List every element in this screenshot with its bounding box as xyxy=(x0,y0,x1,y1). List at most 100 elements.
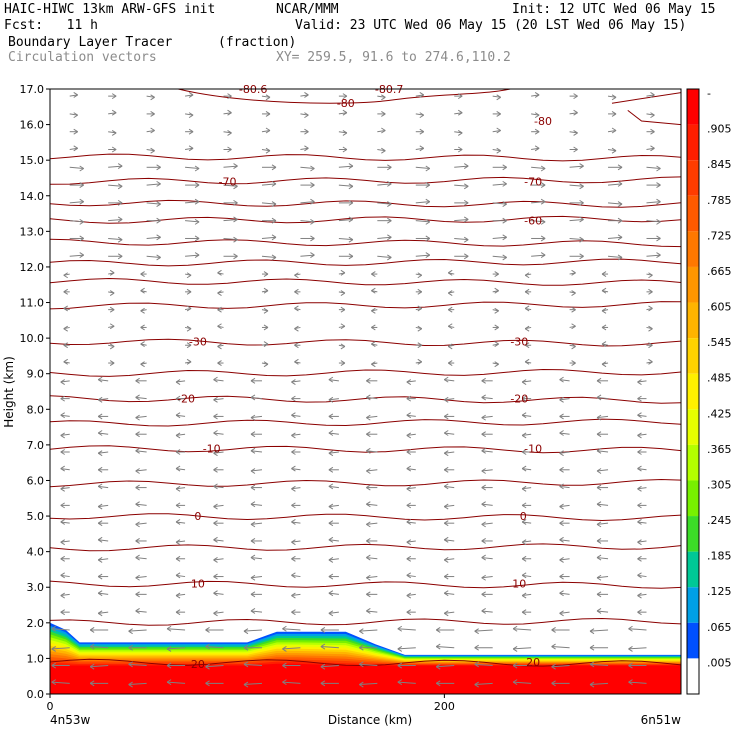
circulation-vector xyxy=(559,379,570,382)
vector-head xyxy=(156,164,161,171)
vector-head xyxy=(175,592,181,599)
vector-head xyxy=(481,591,486,598)
vector-head xyxy=(60,465,65,472)
vector-head xyxy=(406,412,412,419)
circulation-vector xyxy=(359,682,378,686)
vector-head xyxy=(494,361,499,368)
cross-section-xy: XY= 259.5, 91.6 to 274.6,110.2 xyxy=(276,50,511,65)
isotherm-contour xyxy=(50,617,681,626)
vector-head xyxy=(60,519,65,525)
circulation-vector xyxy=(300,113,309,116)
vector-head xyxy=(109,290,115,296)
vector-head xyxy=(328,573,334,580)
vector-head xyxy=(140,287,145,294)
vector-head xyxy=(175,539,181,546)
vector-head xyxy=(447,323,453,330)
vector-head xyxy=(387,254,392,261)
y-tick-label: 6.0 xyxy=(27,474,45,487)
vector-head xyxy=(140,361,145,368)
circulation-vector xyxy=(377,130,386,133)
vector-head xyxy=(89,627,95,633)
vector-head xyxy=(366,591,371,598)
colorbar-swatch xyxy=(687,658,699,694)
colorbar-label: .125 xyxy=(707,585,732,598)
circulation-vector xyxy=(646,201,661,204)
vector-head xyxy=(366,431,371,438)
vector-head xyxy=(425,218,431,225)
vector-head xyxy=(250,468,256,474)
circulation-vector xyxy=(128,663,147,667)
vector-head xyxy=(596,538,602,544)
circulation-vector xyxy=(559,451,570,454)
circulation-vector xyxy=(607,149,617,152)
circulation-vector xyxy=(213,432,224,435)
vector-head xyxy=(579,199,584,206)
vector-head xyxy=(457,93,463,100)
y-tick-label: 7.0 xyxy=(27,439,45,452)
vector-head xyxy=(589,628,595,635)
colorbar-label: .845 xyxy=(707,158,732,171)
vector-head xyxy=(648,325,653,332)
vector-head xyxy=(175,572,181,579)
vector-head xyxy=(371,324,376,331)
colorbar-label: .665 xyxy=(707,265,732,278)
circulation-vector xyxy=(60,468,70,471)
circulation-vector xyxy=(359,629,378,632)
vector-head xyxy=(250,538,256,544)
vector-head xyxy=(186,288,192,295)
circulation-vector xyxy=(531,166,546,169)
contour-label: -30 xyxy=(510,336,528,349)
circulation-vector xyxy=(607,130,617,133)
vector-head xyxy=(233,199,238,206)
colorbar-swatch xyxy=(687,266,699,303)
colorbar-swatch xyxy=(687,409,699,445)
circulation-vector xyxy=(377,202,392,205)
vector-head xyxy=(186,272,192,279)
vector-head xyxy=(366,608,371,614)
circulation-vector xyxy=(596,469,609,472)
colorbar-label: - xyxy=(707,87,711,100)
vector-head xyxy=(443,536,449,543)
circulation-vector xyxy=(98,398,109,401)
vector-head xyxy=(463,236,469,243)
vector-head xyxy=(205,680,210,687)
contour-label: -10 xyxy=(203,442,221,455)
circulation-vector xyxy=(406,593,416,597)
contour-label: -70 xyxy=(524,176,542,189)
circulation-vector xyxy=(531,147,540,150)
vector-head xyxy=(213,413,218,420)
vector-head xyxy=(559,557,564,563)
circulation-vector xyxy=(250,469,263,472)
circulation-vector xyxy=(474,682,493,686)
vector-head xyxy=(250,608,256,614)
vector-head xyxy=(175,449,181,455)
vector-head xyxy=(250,394,256,401)
vector-head xyxy=(111,129,117,136)
vector-head xyxy=(117,183,123,190)
vector-head xyxy=(417,342,423,349)
circulation-vector xyxy=(320,646,339,649)
vector-head xyxy=(494,324,499,331)
circulation-vector xyxy=(646,147,655,150)
y-axis-label: Height (km) xyxy=(2,356,16,427)
vector-head xyxy=(534,112,540,119)
vector-head xyxy=(291,592,296,599)
circulation-vector xyxy=(531,113,540,116)
vector-head xyxy=(166,646,172,652)
vector-head xyxy=(217,306,222,313)
x-axis-label: Distance (km) xyxy=(328,713,412,727)
circulation-vector xyxy=(522,380,532,383)
vector-head xyxy=(60,592,65,599)
vector-head xyxy=(463,183,469,190)
y-tick-label: 5.0 xyxy=(27,510,45,523)
vector-head xyxy=(140,271,145,277)
circulation-vector xyxy=(328,611,339,614)
colorbar-swatch xyxy=(687,231,699,267)
circulation-vector xyxy=(607,95,617,98)
circulation-vector xyxy=(522,574,532,578)
vector-head xyxy=(310,182,315,189)
circulation-vector xyxy=(569,112,578,115)
vector-head xyxy=(637,465,642,472)
vector-head xyxy=(294,342,299,349)
vector-head xyxy=(89,643,95,650)
